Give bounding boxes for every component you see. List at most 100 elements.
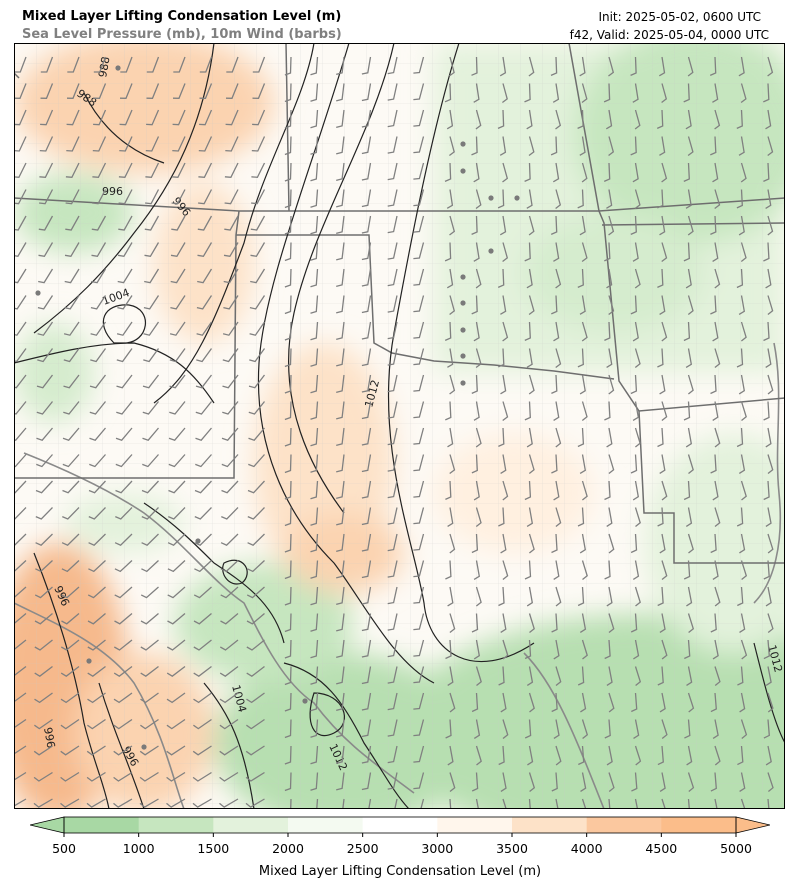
- wind-barb: [66, 83, 80, 99]
- isobar-label: 996: [102, 185, 123, 198]
- wind-barb: [61, 586, 80, 599]
- wind-barb: [361, 215, 372, 234]
- wind-barb: [247, 480, 265, 494]
- wind-barb: [634, 586, 641, 607]
- wind-barb: [659, 692, 666, 713]
- wind-barb: [387, 639, 398, 658]
- wind-barb: [310, 507, 319, 526]
- wind-barb: [387, 295, 398, 313]
- wind-barb: [387, 109, 398, 128]
- wind-barb: [473, 719, 481, 739]
- wind-barb: [387, 162, 398, 181]
- wind-barb: [114, 533, 133, 546]
- wind-barb: [475, 666, 482, 687]
- wind-barb: [524, 83, 531, 103]
- wind-barb: [497, 189, 505, 209]
- wind-barb: [413, 136, 425, 154]
- wind-barb: [580, 692, 587, 713]
- wind-barb: [528, 56, 535, 77]
- wind-barb: [604, 321, 611, 341]
- wind-barb: [361, 560, 372, 579]
- wind-barb: [310, 454, 319, 473]
- wind-barb: [310, 666, 319, 685]
- wind-barb: [368, 798, 372, 809]
- wind-barb: [245, 798, 265, 808]
- wind-barb: [223, 295, 239, 310]
- wind-barb: [171, 189, 186, 205]
- wind-barb: [608, 692, 615, 713]
- wind-barb: [172, 83, 186, 99]
- wind-barb: [92, 136, 107, 152]
- wind-barb: [502, 162, 509, 183]
- wind-barb: [710, 295, 717, 315]
- wind-barb: [608, 374, 615, 395]
- colorbar-under-arrow: [30, 816, 65, 834]
- wind-barb: [447, 666, 454, 686]
- wind-barb: [763, 480, 770, 501]
- wind-barb: [64, 295, 80, 310]
- wind-barb: [284, 427, 292, 447]
- wind-barb: [65, 162, 80, 178]
- wind-barb: [604, 242, 611, 262]
- wind-barb: [687, 613, 695, 634]
- wind-barb: [284, 719, 292, 739]
- wind-barb: [62, 507, 80, 520]
- wind-barb: [113, 798, 133, 808]
- wind-barb: [413, 772, 425, 790]
- wind-barb: [60, 665, 80, 677]
- wind-barb: [413, 242, 425, 260]
- wind-barb: [35, 507, 53, 520]
- wind-barb: [767, 798, 770, 809]
- wind-barb: [166, 718, 186, 730]
- wind-barb: [196, 295, 213, 310]
- wind-barb: [630, 56, 637, 76]
- wind-barb: [34, 718, 53, 730]
- wind-barb: [420, 798, 425, 809]
- wind-barb: [710, 772, 717, 792]
- wind-barb: [142, 427, 159, 441]
- colorbar-tick-label: 1000: [123, 841, 155, 856]
- wind-barb: [475, 427, 482, 448]
- wind-barb: [114, 560, 133, 573]
- wind-barb: [146, 109, 160, 126]
- colorbar-tick-label: 3500: [496, 841, 528, 856]
- wind-barb: [284, 56, 292, 76]
- wind-barb: [39, 162, 54, 178]
- wind-barb: [449, 136, 455, 157]
- wind-barb: [115, 480, 133, 494]
- wind-barb: [284, 215, 292, 235]
- wind-barb: [387, 374, 398, 393]
- colorbar-over-arrow: [735, 816, 770, 834]
- wind-barb: [220, 613, 239, 625]
- wind-barb: [118, 215, 133, 231]
- wind-barb: [93, 109, 107, 126]
- wind-barb: [34, 639, 53, 651]
- wind-barb: [166, 798, 186, 808]
- wind-barb: [687, 454, 694, 475]
- wind-barb: [634, 666, 642, 687]
- wind-barb: [336, 560, 345, 579]
- wind-barb: [310, 374, 319, 394]
- wind-barb: [387, 745, 398, 764]
- wind-barb: [145, 136, 160, 152]
- wind-barb: [413, 268, 425, 286]
- wind-barb: [502, 798, 507, 809]
- wind-barb: [528, 454, 535, 475]
- wind-barb: [686, 586, 693, 607]
- wind-barb: [661, 162, 668, 183]
- wind-barb: [630, 215, 637, 235]
- wind-barb: [473, 162, 480, 183]
- wind-barb: [767, 454, 774, 475]
- wind-barb: [413, 586, 425, 604]
- wind-barb: [606, 189, 613, 209]
- wind-barb: [630, 533, 638, 554]
- wind-barb: [66, 109, 80, 126]
- wind-barb: [577, 348, 584, 368]
- wind-barb: [33, 745, 53, 756]
- wind-barb: [524, 719, 532, 739]
- wind-barb: [220, 560, 239, 573]
- wind-barb: [140, 665, 159, 677]
- wind-barb: [246, 586, 265, 599]
- wind-barb: [604, 401, 611, 421]
- wind-barb: [290, 798, 292, 809]
